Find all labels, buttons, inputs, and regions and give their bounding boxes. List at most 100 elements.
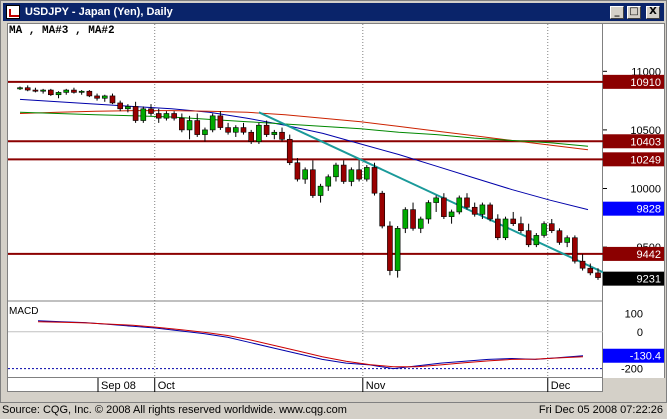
candle-body bbox=[24, 87, 31, 91]
candle-body bbox=[487, 204, 493, 220]
candle-body bbox=[248, 131, 254, 142]
candle-body bbox=[348, 169, 355, 182]
candle-body bbox=[32, 89, 39, 92]
window-title: USDJPY - Japan (Yen), Daily bbox=[25, 6, 173, 18]
candle-body bbox=[240, 127, 247, 133]
macd-value-tag bbox=[603, 348, 664, 363]
candle-body bbox=[101, 95, 108, 99]
candle-body bbox=[433, 197, 439, 203]
maximize-button[interactable]: □ bbox=[627, 6, 641, 19]
candle-body bbox=[441, 197, 447, 217]
candle-body bbox=[394, 228, 401, 271]
macd-tick-label: -200 bbox=[621, 364, 643, 376]
date-axis[interactable]: Sep 08 Oct Nov Dec bbox=[7, 378, 603, 392]
price-tag bbox=[603, 74, 664, 89]
candle-body bbox=[379, 192, 386, 227]
macd-legend: MACD bbox=[9, 306, 39, 317]
candle-body bbox=[410, 209, 416, 229]
candle-body bbox=[579, 260, 586, 269]
date-tick-label: Oct bbox=[158, 380, 175, 392]
price-tag-label: 9442 bbox=[637, 249, 661, 261]
candle-body bbox=[471, 206, 478, 215]
price-axis-svg: 1100010500100009500109101040310249982894… bbox=[603, 66, 664, 376]
candle-body bbox=[325, 176, 332, 187]
price-chart-svg bbox=[8, 24, 604, 376]
candle-body bbox=[155, 113, 162, 119]
price-tag-label: 10249 bbox=[630, 154, 661, 166]
candle-body bbox=[371, 167, 378, 194]
candle-body bbox=[217, 115, 224, 128]
candle-body bbox=[317, 185, 324, 196]
price-tick-label: 10000 bbox=[630, 184, 661, 196]
candle-body bbox=[456, 197, 463, 213]
candle-body bbox=[163, 113, 170, 119]
minimize-button[interactable]: _ bbox=[610, 6, 624, 19]
candle-body bbox=[356, 169, 362, 180]
candle-body bbox=[479, 204, 486, 215]
candle-body bbox=[263, 124, 270, 135]
candle-body bbox=[510, 218, 517, 224]
candle-body bbox=[595, 272, 601, 278]
price-tick-label: 10500 bbox=[630, 125, 661, 137]
candle-body bbox=[340, 164, 347, 182]
moving-average-line bbox=[19, 111, 589, 147]
price-axis[interactable]: 1100010500100009500109101040310249982894… bbox=[603, 23, 665, 378]
candle-body bbox=[294, 162, 301, 180]
candle-body bbox=[125, 106, 131, 110]
candle-body bbox=[256, 124, 262, 142]
chart-plot-area[interactable] bbox=[7, 23, 604, 378]
candle-body bbox=[225, 127, 231, 133]
price-tag bbox=[603, 201, 664, 216]
candle-body bbox=[63, 89, 70, 93]
candle-body bbox=[448, 211, 455, 217]
candle-body bbox=[310, 169, 316, 196]
study-legend: MA , MA#3 , MA#2 bbox=[9, 25, 115, 37]
candle-body bbox=[109, 95, 116, 104]
chart-app-icon bbox=[6, 5, 20, 19]
price-tag-label: 9828 bbox=[637, 204, 661, 216]
candle-body bbox=[71, 89, 77, 93]
candle-body bbox=[48, 89, 54, 96]
candle-body bbox=[556, 230, 563, 243]
candle-body bbox=[333, 164, 339, 178]
candle-body bbox=[271, 131, 278, 135]
chart-window: USDJPY - Japan (Yen), Daily _ □ X MA , M… bbox=[0, 0, 667, 403]
candle-body bbox=[541, 223, 547, 236]
candle-body bbox=[202, 129, 208, 135]
downtrend-line bbox=[258, 111, 604, 274]
candle-body bbox=[179, 117, 185, 131]
candle-body bbox=[495, 218, 501, 239]
candle-body bbox=[94, 95, 100, 99]
close-button[interactable]: X bbox=[646, 6, 660, 19]
candle-body bbox=[548, 223, 555, 232]
macd-tick-label: 100 bbox=[625, 308, 643, 320]
macd-series-line bbox=[37, 320, 584, 370]
timestamp-text: Fri Dec 05 2008 07:22:26 bbox=[538, 404, 663, 416]
candle-body bbox=[117, 102, 123, 110]
price-tag bbox=[603, 271, 664, 286]
candle-body bbox=[140, 108, 147, 121]
candle-body bbox=[209, 115, 216, 131]
candle-body bbox=[86, 90, 93, 97]
macd-tick-label: 0 bbox=[637, 327, 643, 339]
candle-body bbox=[171, 113, 177, 119]
moving-average-line bbox=[19, 110, 589, 151]
candle-body bbox=[17, 87, 23, 90]
candle-body bbox=[302, 169, 308, 180]
macd-series-line bbox=[37, 321, 584, 368]
candle-body bbox=[40, 89, 46, 92]
price-tag bbox=[603, 246, 664, 261]
status-footer: Source: CQG, Inc. © 2008 All rights rese… bbox=[0, 403, 667, 419]
candle-body bbox=[518, 223, 524, 232]
candle-body bbox=[78, 90, 85, 93]
date-axis-svg: Sep 08 Oct Nov Dec bbox=[97, 378, 571, 392]
candle-body bbox=[194, 120, 201, 135]
candle-body bbox=[402, 209, 409, 229]
candle-body bbox=[417, 218, 424, 229]
candle-body bbox=[132, 106, 139, 121]
candle-body bbox=[363, 167, 370, 180]
title-bar[interactable]: USDJPY - Japan (Yen), Daily _ □ X bbox=[3, 3, 664, 21]
price-tag-label: 9231 bbox=[637, 274, 661, 286]
macd-value-label: -130.4 bbox=[630, 351, 661, 363]
price-tag bbox=[603, 152, 664, 167]
